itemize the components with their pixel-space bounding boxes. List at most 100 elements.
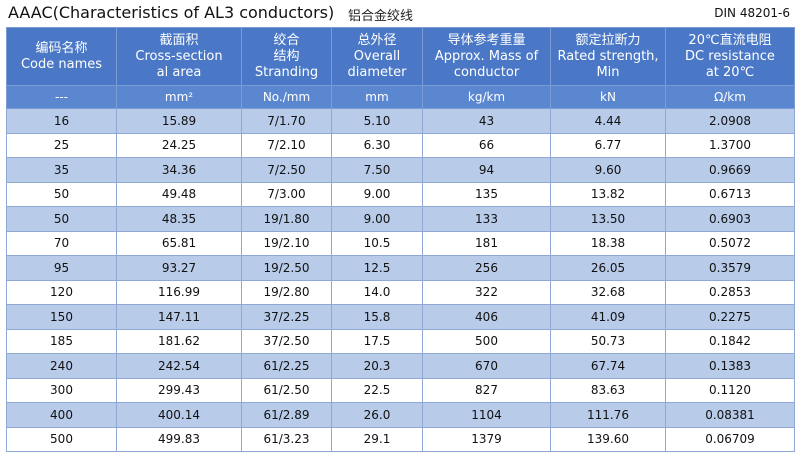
table-body: --- mm² No./mm mm kg/km kN Ω/km 16 15.89 7/1.70 5.…: [6, 85, 795, 452]
cell: 70: [6, 230, 117, 256]
cell: 147.11: [116, 304, 242, 330]
cell: 26.05: [550, 255, 666, 281]
cell: 12.5: [331, 255, 423, 281]
cell: 93.27: [116, 255, 242, 281]
cell: 0.1383: [665, 353, 795, 379]
cell: 18.38: [550, 230, 666, 256]
header-line: al area: [156, 64, 202, 80]
cell: 65.81: [116, 230, 242, 256]
cell: 37/2.25: [241, 304, 332, 330]
cell: 9.00: [331, 181, 423, 207]
cell: 19/2.10: [241, 230, 332, 256]
cell: 0.06709: [665, 426, 795, 452]
cell: 13.82: [550, 181, 666, 207]
units-row: --- mm² No./mm mm kg/km kN Ω/km: [6, 85, 795, 109]
cell: 16: [6, 108, 117, 134]
data-row: 400 400.14 61/2.89 26.0 1104 111.76 0.08381: [6, 402, 795, 428]
cell: 43: [422, 108, 551, 134]
cell: 26.0: [331, 402, 423, 428]
cell: 1.3700: [665, 132, 795, 158]
header-line: Cross-section: [135, 48, 223, 64]
column-header: 导体参考重量 Approx. Mass of conductor: [422, 27, 551, 86]
cell: 500: [6, 426, 117, 452]
data-row: 70 65.81 19/2.10 10.5 181 18.38 0.5072: [6, 230, 795, 256]
unit-cell: No./mm: [241, 85, 332, 109]
cell: 95: [6, 255, 117, 281]
cell: 7/3.00: [241, 181, 332, 207]
cell: 61/2.89: [241, 402, 332, 428]
cell: 13.50: [550, 206, 666, 232]
table-head: 编码名称 Code names 截面积 Cross-section al area 绞合结…: [6, 27, 795, 86]
cell: 7/1.70: [241, 108, 332, 134]
cell: 133: [422, 206, 551, 232]
header-line: Approx. Mass of: [434, 48, 539, 64]
cell: 17.5: [331, 328, 423, 354]
cell: 185: [6, 328, 117, 354]
header: AAAC(Characteristics of AL3 conductors) …: [6, 0, 794, 26]
cell: 35: [6, 157, 117, 183]
cell: 15.89: [116, 108, 242, 134]
cell: 14.0: [331, 279, 423, 305]
cell: 242.54: [116, 353, 242, 379]
data-row: 300 299.43 61/2.50 22.5 827 83.63 0.1120: [6, 377, 795, 403]
cell: 1379: [422, 426, 551, 452]
cell: 9.00: [331, 206, 423, 232]
cell: 7.50: [331, 157, 423, 183]
standard: DIN 48201-6: [714, 6, 790, 20]
data-row: 50 48.35 19/1.80 9.00 133 13.50 0.6903: [6, 206, 795, 232]
cell: 120: [6, 279, 117, 305]
data-row: 500 499.83 61/3.23 29.1 1379 139.60 0.06709: [6, 426, 795, 452]
cell: 49.48: [116, 181, 242, 207]
cell: 61/2.50: [241, 377, 332, 403]
header-line: 20℃直流电阻: [688, 32, 772, 48]
cell: 670: [422, 353, 551, 379]
cell: 240: [6, 353, 117, 379]
header-line: Overall: [353, 48, 401, 64]
cell: 827: [422, 377, 551, 403]
header-line: at 20℃: [705, 64, 755, 80]
data-row: 120 116.99 19/2.80 14.0 322 32.68 0.2853: [6, 279, 795, 305]
cell: 25: [6, 132, 117, 158]
cell: 2.0908: [665, 108, 795, 134]
column-header: 20℃直流电阻 DC resistance at 20℃: [665, 27, 795, 86]
cell: 0.5072: [665, 230, 795, 256]
cell: 0.2853: [665, 279, 795, 305]
cell: 139.60: [550, 426, 666, 452]
cell: 20.3: [331, 353, 423, 379]
title: AAAC(Characteristics of AL3 conductors): [8, 3, 335, 22]
cell: 116.99: [116, 279, 242, 305]
header-line: 额定拉断力: [575, 32, 641, 48]
cell: 0.3579: [665, 255, 795, 281]
cell: 29.1: [331, 426, 423, 452]
cell: 50.73: [550, 328, 666, 354]
unit-cell: Ω/km: [665, 85, 795, 109]
cell: 67.74: [550, 353, 666, 379]
cell: 94: [422, 157, 551, 183]
cell: 22.5: [331, 377, 423, 403]
cell: 10.5: [331, 230, 423, 256]
cell: 50: [6, 181, 117, 207]
header-line: diameter: [347, 64, 407, 80]
header-line: 导体参考重量: [447, 32, 526, 48]
cell: 24.25: [116, 132, 242, 158]
cell: 181.62: [116, 328, 242, 354]
cell: 34.36: [116, 157, 242, 183]
data-row: 50 49.48 7/3.00 9.00 135 13.82 0.6713: [6, 181, 795, 207]
column-header: 总外径 Overall diameter: [331, 27, 423, 86]
data-row: 16 15.89 7/1.70 5.10 43 4.44 2.0908: [6, 108, 795, 134]
data-row: 240 242.54 61/2.25 20.3 670 67.74 0.1383: [6, 353, 795, 379]
data-row: 25 24.25 7/2.10 6.30 66 6.77 1.3700: [6, 132, 795, 158]
cell: 19/2.80: [241, 279, 332, 305]
cell: 0.6713: [665, 181, 795, 207]
cell: 7/2.10: [241, 132, 332, 158]
cell: 400: [6, 402, 117, 428]
header-line: 结构: [273, 48, 300, 64]
cell: 19/1.80: [241, 206, 332, 232]
header-line: Min: [596, 64, 620, 80]
unit-cell: kg/km: [422, 85, 551, 109]
cell: 0.6903: [665, 206, 795, 232]
cell: 9.60: [550, 157, 666, 183]
cell: 0.08381: [665, 402, 795, 428]
cell: 7/2.50: [241, 157, 332, 183]
